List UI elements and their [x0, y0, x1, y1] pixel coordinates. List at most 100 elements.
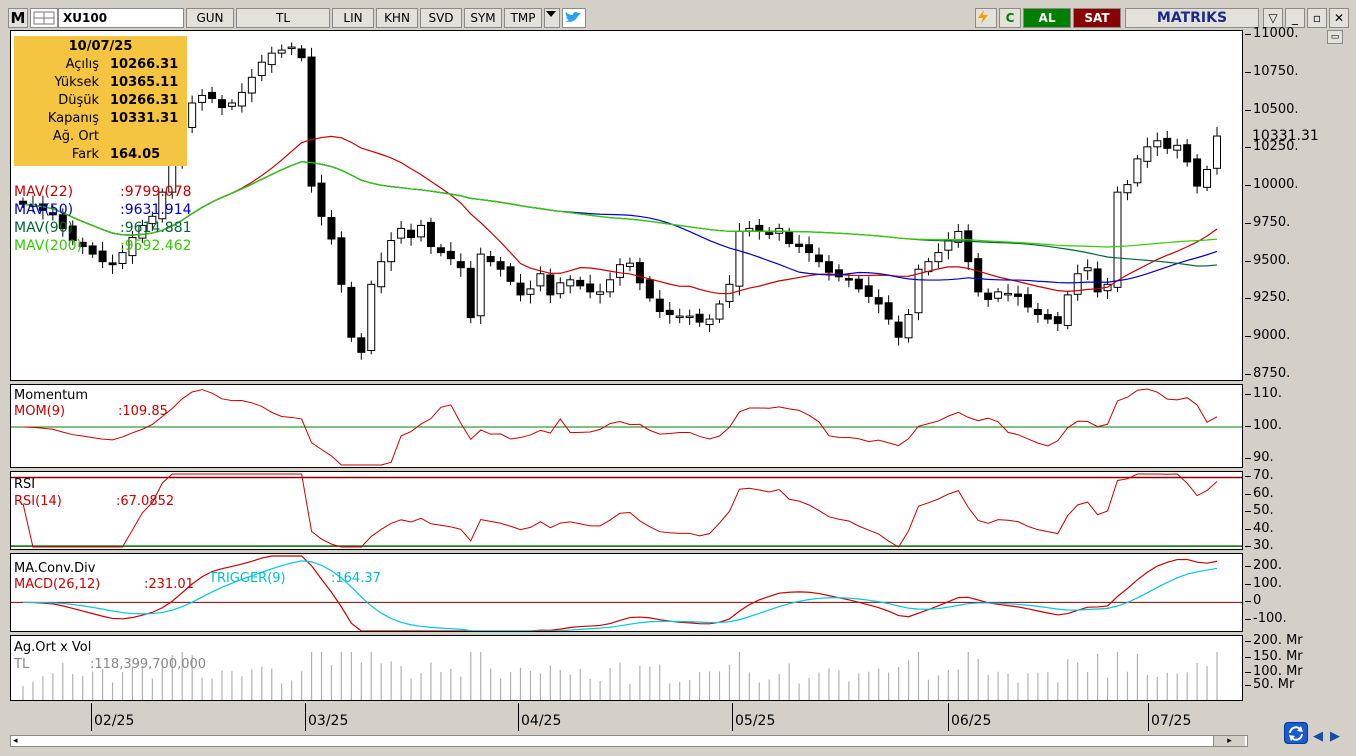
scroll-thumb[interactable]: ▸	[1213, 736, 1245, 746]
axis-tick-label: -100.	[1253, 611, 1287, 627]
ma-legend-name: MAV(200)	[14, 238, 82, 254]
volume-y-axis: 200. Mr 150. Mr 100. Mr 50. Mr	[1245, 634, 1341, 701]
ohlc-key: Fark	[71, 147, 99, 162]
candle-down	[755, 224, 764, 232]
scale-label: LIN	[343, 11, 363, 25]
panel-pin-icon[interactable]: ▭	[1327, 30, 1343, 44]
buy-button[interactable]: AL	[1023, 8, 1071, 28]
axis-tick-label: 9250.	[1253, 290, 1291, 306]
period-label: GUN	[196, 11, 224, 25]
macd-series-label: MACD(26,12)	[14, 577, 101, 592]
candle-up	[675, 315, 684, 319]
candle-up	[685, 315, 694, 319]
nav-left-icon[interactable]: ◀	[1313, 729, 1323, 744]
axis-tick-label: 90.	[1253, 449, 1274, 465]
sym-button[interactable]: SYM	[464, 8, 502, 28]
price-y-axis: 11000. 10750. 10500. 10250. 10000. 9750. 9500.…	[1245, 27, 1341, 381]
lightning-icon[interactable]	[975, 8, 997, 28]
candle-up	[138, 224, 147, 239]
candle-down	[68, 225, 77, 242]
candle-down	[506, 266, 515, 282]
minimize-icon[interactable]: _	[1285, 8, 1305, 28]
scale-button[interactable]: LIN	[332, 8, 374, 28]
candle-down	[1093, 268, 1102, 293]
axis-tick	[1245, 528, 1251, 530]
axis-tick	[1245, 685, 1251, 686]
axis-tick	[1245, 185, 1251, 187]
candle-up	[1083, 267, 1092, 272]
axis-tick-label: 110.	[1253, 386, 1282, 402]
close-icon[interactable]: ✕	[1329, 8, 1349, 28]
axis-tick-label: 10750.	[1253, 63, 1299, 79]
candle-up	[715, 303, 724, 320]
dropdown-arrow-icon[interactable]	[544, 8, 560, 28]
ohlc-row: Kapanış 10331.31	[14, 110, 187, 128]
candle-down	[407, 229, 416, 238]
sell-button[interactable]: SAT	[1073, 8, 1121, 28]
candle-up	[287, 46, 296, 50]
volume-title: Ag.Ort x Vol	[14, 640, 92, 655]
axis-tick	[1245, 298, 1251, 300]
menu-chevron-icon[interactable]: ▽	[1263, 8, 1283, 28]
axis-tick	[1245, 71, 1251, 73]
axis-tick	[1245, 601, 1251, 603]
volume-pane[interactable]	[10, 635, 1243, 701]
candle-down	[307, 56, 316, 187]
axis-tick	[1245, 476, 1251, 478]
ma-legend-value: :9631.914	[120, 202, 192, 218]
x-axis-label: 02/25	[94, 713, 135, 729]
axis-tick-label: 0	[1253, 593, 1262, 609]
nav-right-icon[interactable]: ▶	[1330, 729, 1340, 744]
ohlc-date: 10/07/25	[68, 39, 133, 54]
candle-down	[844, 278, 853, 281]
candle-down	[1014, 293, 1022, 297]
macd-line	[22, 555, 1218, 631]
period-button[interactable]: GUN	[186, 8, 234, 28]
rsi-series-label: RSI(14)	[14, 494, 62, 509]
candle-down	[218, 99, 226, 109]
tmp-button[interactable]: TMP	[504, 8, 542, 28]
currency-button[interactable]: TL	[236, 8, 330, 28]
khn-button[interactable]: KHN	[376, 8, 418, 28]
macd-pane[interactable]	[10, 553, 1243, 632]
rsi-pane[interactable]	[10, 471, 1243, 550]
axis-tick	[1245, 565, 1251, 567]
candle-up	[1173, 144, 1182, 151]
symbol-field[interactable]: XU100	[58, 8, 184, 28]
candle-up	[257, 61, 266, 76]
x-axis-label: 04/25	[521, 713, 562, 729]
maximize-icon[interactable]: ▫	[1307, 8, 1327, 28]
twitter-icon[interactable]	[562, 8, 586, 28]
mav200-line	[22, 161, 1218, 248]
candle-down	[58, 214, 67, 229]
candle-down	[1043, 314, 1052, 320]
candle-up	[377, 261, 386, 288]
candle-up	[1213, 135, 1221, 169]
candle-up	[118, 252, 127, 264]
candle-down	[48, 212, 57, 216]
refresh-c-icon[interactable]: C	[999, 8, 1021, 28]
x-axis-label: 07/25	[1151, 713, 1192, 729]
candle-up	[1004, 292, 1013, 296]
axis-tick	[1245, 641, 1251, 642]
horizontal-scrollbar[interactable]: ◂ ▸	[10, 735, 1248, 747]
momentum-pane[interactable]	[10, 384, 1243, 468]
matriks-logo-button[interactable]: M	[8, 8, 28, 28]
momentum-chart-svg	[11, 388, 1242, 466]
candle-down	[426, 221, 435, 248]
price-pane[interactable]	[10, 30, 1243, 381]
rsi-value: :67.0852	[116, 494, 175, 509]
grid-icon[interactable]	[30, 8, 58, 28]
candle-up	[1133, 158, 1142, 184]
axis-tick-label: 100. Mr	[1253, 664, 1303, 679]
rsi-y-axis: 70. 60. 50. 40. 30.	[1245, 469, 1341, 553]
ohlc-value: 10266.31	[110, 93, 179, 108]
candle-up	[606, 279, 615, 293]
scroll-left-icon[interactable]: ◂	[13, 736, 18, 746]
momentum-y-axis: 110. 100. 90.	[1245, 384, 1341, 468]
candle-up	[277, 49, 286, 54]
sync-icon[interactable]	[1284, 722, 1308, 744]
candle-down	[297, 48, 306, 59]
svd-button[interactable]: SVD	[420, 8, 462, 28]
candle-down	[884, 302, 893, 320]
